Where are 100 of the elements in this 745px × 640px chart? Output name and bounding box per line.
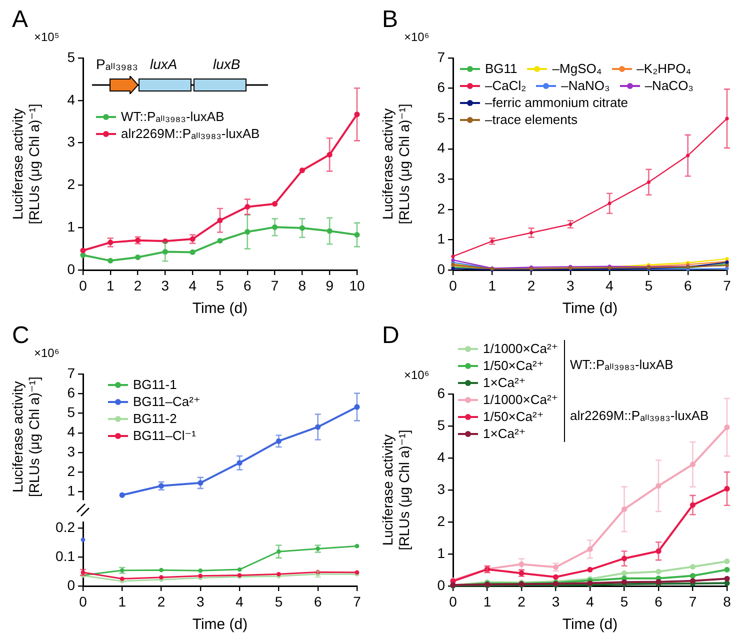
legend-label: –NaNO₃ — [561, 78, 610, 93]
text: ×10⁶ — [404, 30, 430, 44]
text: ×10⁶ — [34, 346, 60, 360]
x-tick-label: 2 — [157, 593, 166, 610]
y-tick-label: 1 — [437, 544, 446, 561]
y-tick-label: 3 — [437, 480, 446, 497]
x-tick-label: 5 — [274, 593, 283, 610]
text: ×10⁵ — [34, 30, 60, 44]
x-tick-label: 4 — [606, 277, 614, 294]
legend-label: –trace elements — [485, 112, 578, 127]
y-tick-label: 1 — [67, 218, 76, 234]
annotation: luxB — [213, 56, 240, 72]
y-tick-label: 4 — [67, 91, 76, 108]
x-tick-label: 3 — [196, 593, 205, 610]
y-tick-label: 2 — [437, 200, 446, 216]
x-tick-label: 7 — [353, 593, 362, 610]
x-tick-label: 0 — [79, 277, 88, 294]
x-tick-label: 8 — [298, 277, 306, 294]
annotation: luxA — [150, 56, 178, 72]
legend-label: –MgSO₄ — [552, 61, 602, 76]
x-tick-label: 8 — [723, 593, 732, 610]
y-tick-label: 4 — [67, 424, 76, 440]
legend-label: 1/1000×Ca²⁺ — [483, 340, 558, 356]
x-tick-label: 5 — [620, 593, 628, 610]
legend-label: BG11–Cl⁻¹ — [133, 428, 196, 444]
chart-title: A — [12, 6, 28, 34]
legend-label: –K₂HPO₄ — [636, 61, 692, 76]
legend-label: BG11-2 — [133, 411, 177, 426]
annotation: alr2269M::Pₐₗₗ₃₉₈₃-luxAB — [570, 408, 709, 424]
x-axis-title: Time (d) — [192, 300, 248, 318]
legend-label: WT::Pₐₗₗ₃₉₈₃-luxAB — [121, 108, 224, 124]
legend-label: alr2269M::Pₐₗₗ₃₉₈₃-luxAB — [121, 126, 260, 142]
x-tick-label: 10 — [349, 277, 365, 294]
legend-label: 1×Ca²⁺ — [483, 374, 526, 390]
x-tick-label: 3 — [161, 277, 170, 294]
y-tick-label: 2 — [67, 176, 76, 192]
y-tick-label: 7 — [67, 364, 76, 381]
y-tick-label: 4 — [437, 448, 446, 465]
y-axis-title: Luciferase activity [RLUs (μg Chl a)⁻¹] — [9, 104, 42, 224]
x-tick-label: 1 — [106, 277, 114, 294]
x-tick-label: 6 — [684, 277, 692, 294]
x-tick-label: 6 — [654, 593, 663, 610]
x-tick-label: 1 — [488, 277, 496, 294]
y-axis-title: Luciferase activity [RLUs (μg Chl a)⁻¹] — [9, 376, 42, 498]
y-tick-label: 0 — [437, 260, 446, 277]
text: ×10⁶ — [404, 368, 430, 382]
chart-title: D — [382, 322, 400, 350]
x-tick-label: 2 — [134, 277, 142, 294]
x-tick-label: 1 — [118, 593, 126, 610]
y-tick-label: 0.2 — [56, 519, 76, 536]
x-axis-title: Time (d) — [562, 300, 618, 318]
y-tick-label: 1 — [437, 230, 446, 247]
y-tick-label: 3 — [67, 134, 76, 150]
legend-label: 1/1000×Ca²⁺ — [483, 392, 558, 408]
x-tick-label: 3 — [552, 593, 560, 610]
x-tick-label: 5 — [644, 277, 653, 294]
legend-label: –NaCO₃ — [644, 78, 694, 93]
y-tick-label: 0 — [67, 260, 76, 277]
y-tick-label: 5 — [67, 404, 76, 420]
x-tick-label: 4 — [586, 593, 594, 610]
text: WT::Pₐₗₗ₃₉₈₃-luxAB — [570, 356, 674, 372]
y-tick-label: 2 — [67, 462, 76, 479]
legend-label: BG11–Ca²⁺ — [133, 394, 200, 410]
x-tick-label: 4 — [236, 593, 244, 610]
legend-label: 1/50×Ca²⁺ — [483, 408, 544, 424]
legend-label: –CaCl₂ — [485, 78, 526, 93]
x-tick-label: 1 — [483, 593, 492, 610]
y-tick-label: 6 — [437, 79, 446, 96]
y-tick-label: 5 — [437, 109, 446, 126]
x-tick-label: 0 — [79, 593, 88, 610]
y-tick-label: 0 — [437, 576, 446, 593]
x-tick-label: 6 — [314, 593, 322, 610]
x-tick-label: 3 — [566, 277, 575, 294]
y-tick-label: 4 — [437, 140, 446, 156]
y-tick-label: 5 — [67, 48, 76, 65]
x-tick-label: 2 — [527, 277, 536, 294]
y-tick-label: 3 — [67, 443, 76, 460]
y-tick-label: 6 — [437, 384, 446, 401]
y-tick-label: 0 — [67, 576, 76, 593]
chart-title: C — [12, 322, 30, 350]
legend-label: –ferric ammonium citrate — [485, 95, 628, 110]
annotation: Pₐₗₗ₃₉₈₃ — [96, 56, 138, 73]
y-tick-label: 6 — [67, 384, 76, 400]
y-tick-label: 3 — [437, 170, 446, 186]
x-tick-label: 6 — [244, 277, 252, 294]
x-tick-label: 7 — [270, 277, 279, 294]
x-tick-label: 0 — [449, 277, 458, 294]
legend-label: 1/50×Ca²⁺ — [483, 358, 544, 374]
y-tick-label: 0.1 — [56, 548, 76, 564]
x-tick-label: 7 — [723, 277, 732, 294]
x-tick-label: 2 — [518, 593, 526, 610]
x-tick-label: 0 — [449, 593, 458, 610]
legend-label: BG11 — [485, 61, 518, 76]
x-tick-label: 5 — [216, 277, 224, 294]
y-tick-label: 2 — [437, 512, 446, 529]
y-axis-title: Luciferase activity [RLUs (μg Chl a)⁻¹] — [379, 104, 412, 224]
y-tick-label: 5 — [437, 416, 446, 433]
legend-label: 1×Ca²⁺ — [483, 426, 526, 442]
x-tick-label: 9 — [326, 277, 334, 294]
x-tick-label: 7 — [688, 593, 697, 610]
